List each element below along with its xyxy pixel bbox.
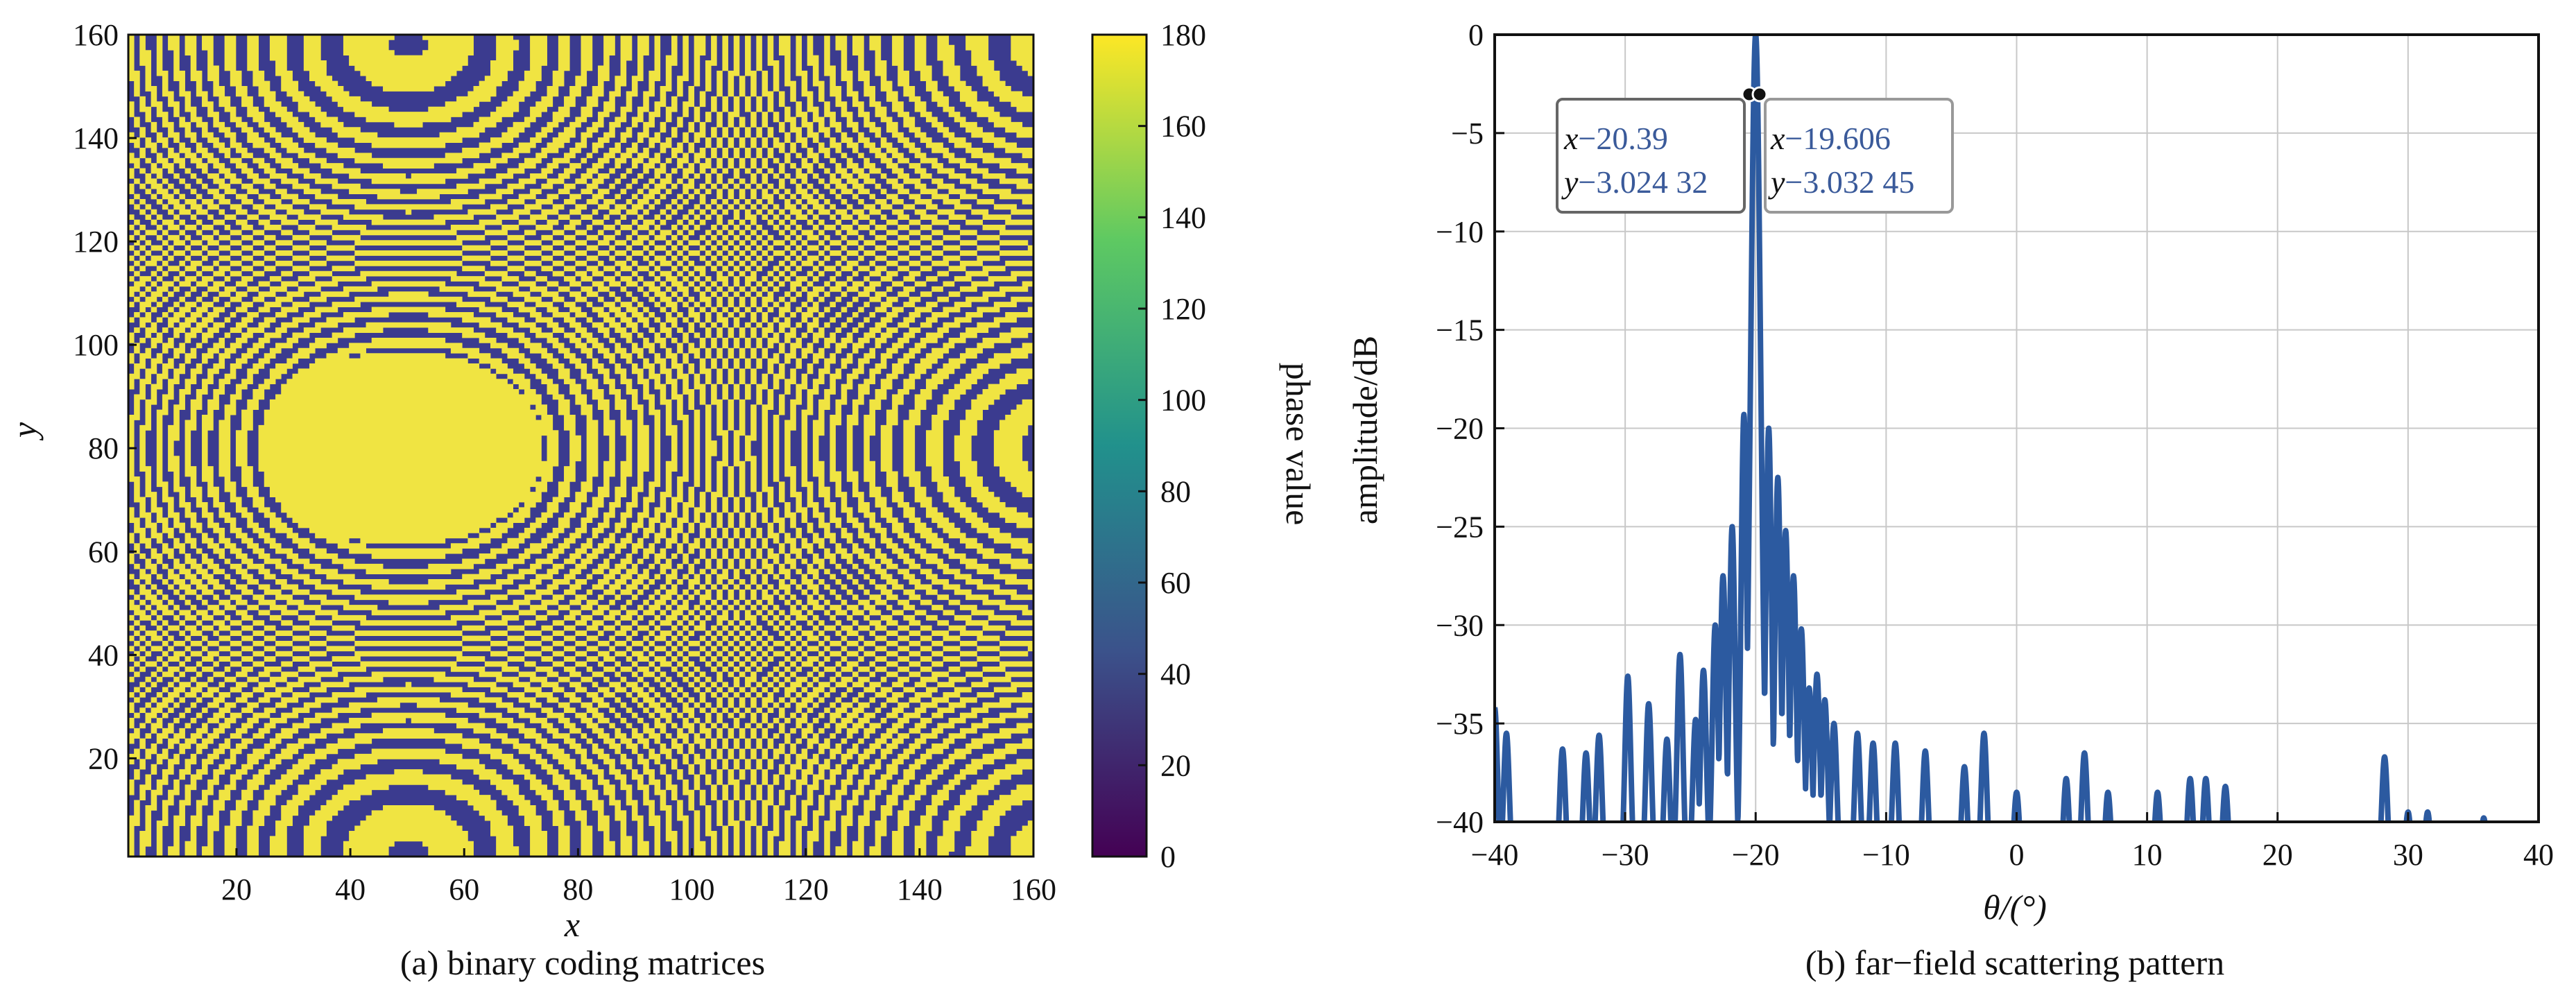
colorbar-tick-label: 80 (1160, 474, 1191, 508)
line-x-tick-label: −30 (1602, 838, 1649, 872)
heatmap-x-tick-label: 140 (897, 872, 943, 906)
colorbar-tick-label: 160 (1160, 110, 1206, 144)
datatip-right-box (1764, 98, 1954, 214)
datatip-left[interactable]: x−20.39 y−3.024 32 (1556, 98, 1746, 214)
datatip-right-x-label: x (1770, 121, 1785, 156)
line-y-tick-label: 0 (1468, 18, 1484, 52)
colorbar-tick-label: 120 (1160, 292, 1206, 326)
heatmap-y-tick-label: 20 (88, 741, 119, 775)
datatip-right-y-value: −3.032 45 (1785, 164, 1914, 200)
colorbar-tick-label: 100 (1160, 384, 1206, 418)
heatmap-x-tick-label: 20 (221, 872, 252, 906)
line-y-tick-label: −35 (1436, 707, 1484, 741)
colorbar-tick-label: 40 (1160, 657, 1191, 691)
svg-text:x−20.39: x−20.39 (1563, 121, 1668, 156)
line-x-ticks: −40 −30 −20 −10 0 10 20 30 40 (1471, 812, 2554, 872)
colorbar-label: phase value (1279, 363, 1318, 526)
line-y-tick-label: −30 (1436, 608, 1484, 642)
line-y-tick-label: −20 (1436, 412, 1484, 446)
datatip-left-y-label: y (1561, 164, 1579, 200)
heatmap-x-ticks: 20 40 60 80 100 120 140 160 (221, 848, 1056, 906)
datatip-left-y-value: −3.024 32 (1578, 164, 1708, 200)
svg-text:y−3.032 45: y−3.032 45 (1768, 164, 1914, 200)
heatmap-y-tick-label: 120 (73, 225, 119, 259)
colorbar-tick-label: 20 (1160, 748, 1191, 782)
heatmap-y-ticks: 20 40 60 80 100 120 140 160 (73, 18, 137, 775)
caption-b: (b) far−field scattering pattern (1805, 943, 2224, 982)
svg-text:x−19.606: x−19.606 (1770, 121, 1891, 156)
heatmap-phase-180-cells (128, 35, 1033, 857)
line-x-tick-label: −20 (1732, 838, 1780, 872)
heatmap-x-label: x (564, 905, 580, 944)
colorbar-tick-label: 180 (1160, 18, 1206, 52)
series-line (1495, 35, 2488, 822)
heatmap-cells (128, 35, 1033, 857)
heatmap-x-tick-label: 160 (1011, 872, 1056, 906)
colorbar-tick-label: 0 (1160, 840, 1176, 874)
datatip-left-box (1556, 98, 1746, 214)
line-x-tick-label: −40 (1471, 838, 1519, 872)
line-y-tick-label: −15 (1436, 313, 1484, 347)
line-x-tick-label: −10 (1862, 838, 1910, 872)
datatip-right[interactable]: x−19.606 y−3.032 45 (1764, 98, 1954, 214)
line-panel: −40 −30 −20 −10 0 10 20 30 40 0 −5 −10 −15 −20 −25 −30… (1346, 18, 2554, 927)
heatmap-x-tick-label: 40 (335, 872, 366, 906)
datatip-left-x-label: x (1563, 121, 1579, 156)
heatmap-x-tick-label: 80 (563, 872, 593, 906)
colorbar-tick-label: 60 (1160, 566, 1191, 600)
heatmap-y-tick-label: 140 (73, 121, 119, 155)
line-y-tick-label: −5 (1451, 117, 1484, 150)
heatmap-y-label: y (5, 422, 44, 441)
datatip-left-x-value: −20.39 (1578, 121, 1667, 156)
caption-a: (a) binary coding matrices (400, 943, 765, 982)
datatip-right-y-label: y (1768, 164, 1785, 200)
line-x-tick-label: 40 (2523, 838, 2554, 872)
colorbar-ticks: 0 20 40 60 80 100 120 140 160 180 (1138, 18, 1206, 874)
line-x-label: θ/(°) (1983, 888, 2047, 927)
line-y-tick-label: −10 (1436, 215, 1484, 249)
heatmap-x-tick-label: 60 (449, 872, 479, 906)
line-y-tick-label: −25 (1436, 510, 1484, 544)
datatip-marker-right[interactable] (1751, 86, 1768, 103)
heatmap-x-tick-label: 100 (669, 872, 715, 906)
heatmap-y-tick-label: 160 (73, 18, 119, 52)
colorbar: 0 20 40 60 80 100 120 140 160 180 phase value (1091, 18, 1318, 874)
line-x-tick-label: 30 (2393, 838, 2423, 872)
heatmap-y-tick-label: 100 (73, 328, 119, 362)
line-x-tick-label: 10 (2132, 838, 2163, 872)
colorbar-tick-label: 140 (1160, 200, 1206, 234)
line-y-tick-label: −40 (1436, 805, 1484, 839)
line-x-tick-label: 0 (2009, 838, 2025, 872)
heatmap-frame (127, 33, 1035, 858)
colorbar-gradient (1091, 33, 1148, 858)
datatip-right-x-value: −19.606 (1785, 121, 1890, 156)
line-x-tick-label: 20 (2262, 838, 2293, 872)
heatmap-y-tick-label: 80 (88, 431, 119, 465)
svg-text:y−3.024 32: y−3.024 32 (1561, 164, 1708, 200)
heatmap-y-tick-label: 40 (88, 638, 119, 672)
line-y-label: amplitude/dB (1346, 336, 1384, 524)
heatmap-y-tick-label: 60 (88, 535, 119, 569)
heatmap-x-tick-label: 120 (783, 872, 829, 906)
line-y-ticks: 0 −5 −10 −15 −20 −25 −30 −35 −40 (1436, 18, 1504, 839)
heatmap-panel: 20 40 60 80 100 120 140 160 20 40 60 80 100 120 140 16… (5, 18, 1056, 944)
